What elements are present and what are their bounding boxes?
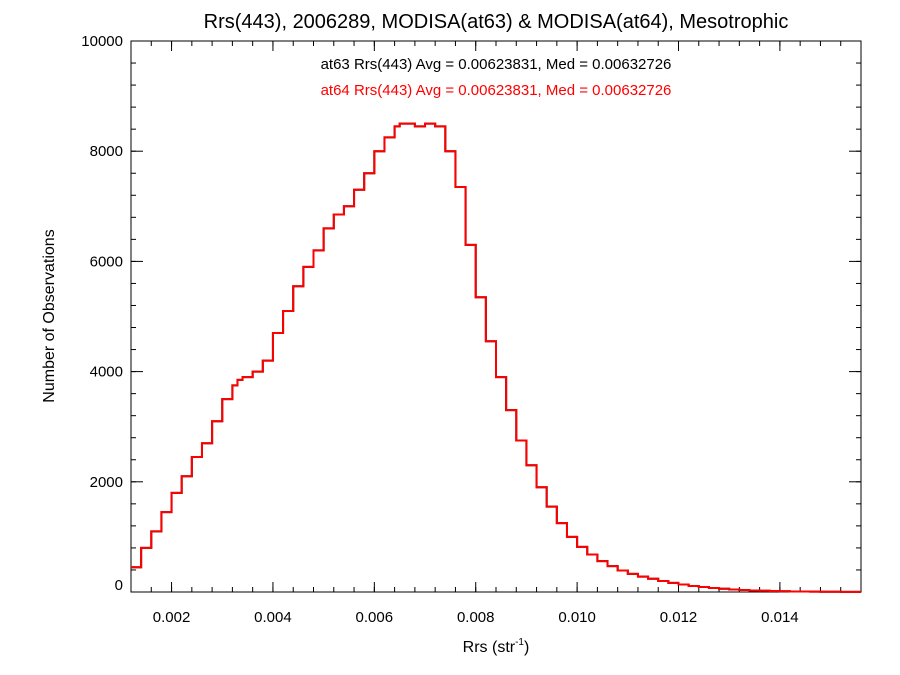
- series-layer: [131, 122, 861, 593]
- x-axis-label-main: Rrs (str: [463, 639, 516, 656]
- y-tick-label: 2000: [90, 474, 123, 491]
- chart-title: Rrs(443), 2006289, MODISA(at63) & MODISA…: [204, 11, 789, 33]
- y-tick-label: 6000: [90, 253, 123, 270]
- x-tick-label: 0.008: [457, 609, 495, 626]
- x-tick-label: 0.006: [356, 609, 394, 626]
- x-tick-label: 0.002: [153, 609, 191, 626]
- x-axis-label: Rrs (str-1): [463, 637, 530, 656]
- x-tick-label: 0.010: [558, 609, 596, 626]
- axis-ticks: 0.002 0.004 0.006 0.008 0.010 0.012 0.014 0 2000…: [81, 33, 862, 626]
- y-tick-label: 10000: [81, 33, 123, 50]
- annotation-at63: at63 Rrs(443) Avg = 0.00623831, Med = 0.…: [321, 56, 672, 73]
- series-at64-line: [131, 122, 861, 593]
- y-tick-label: 0: [115, 577, 123, 594]
- y-tick-label: 8000: [90, 143, 123, 160]
- y-tick-label: 4000: [90, 364, 123, 381]
- annotation-at64: at64 Rrs(443) Avg = 0.00623831, Med = 0.…: [321, 82, 672, 99]
- x-axis-label-close: ): [524, 639, 529, 656]
- x-tick-label: 0.014: [761, 609, 799, 626]
- y-axis-label: Number of Observations: [41, 229, 58, 402]
- x-tick-label: 0.012: [660, 609, 698, 626]
- plot-frame: [130, 40, 862, 593]
- x-axis-label-sup: -1: [515, 637, 524, 648]
- x-tick-label: 0.004: [254, 609, 292, 626]
